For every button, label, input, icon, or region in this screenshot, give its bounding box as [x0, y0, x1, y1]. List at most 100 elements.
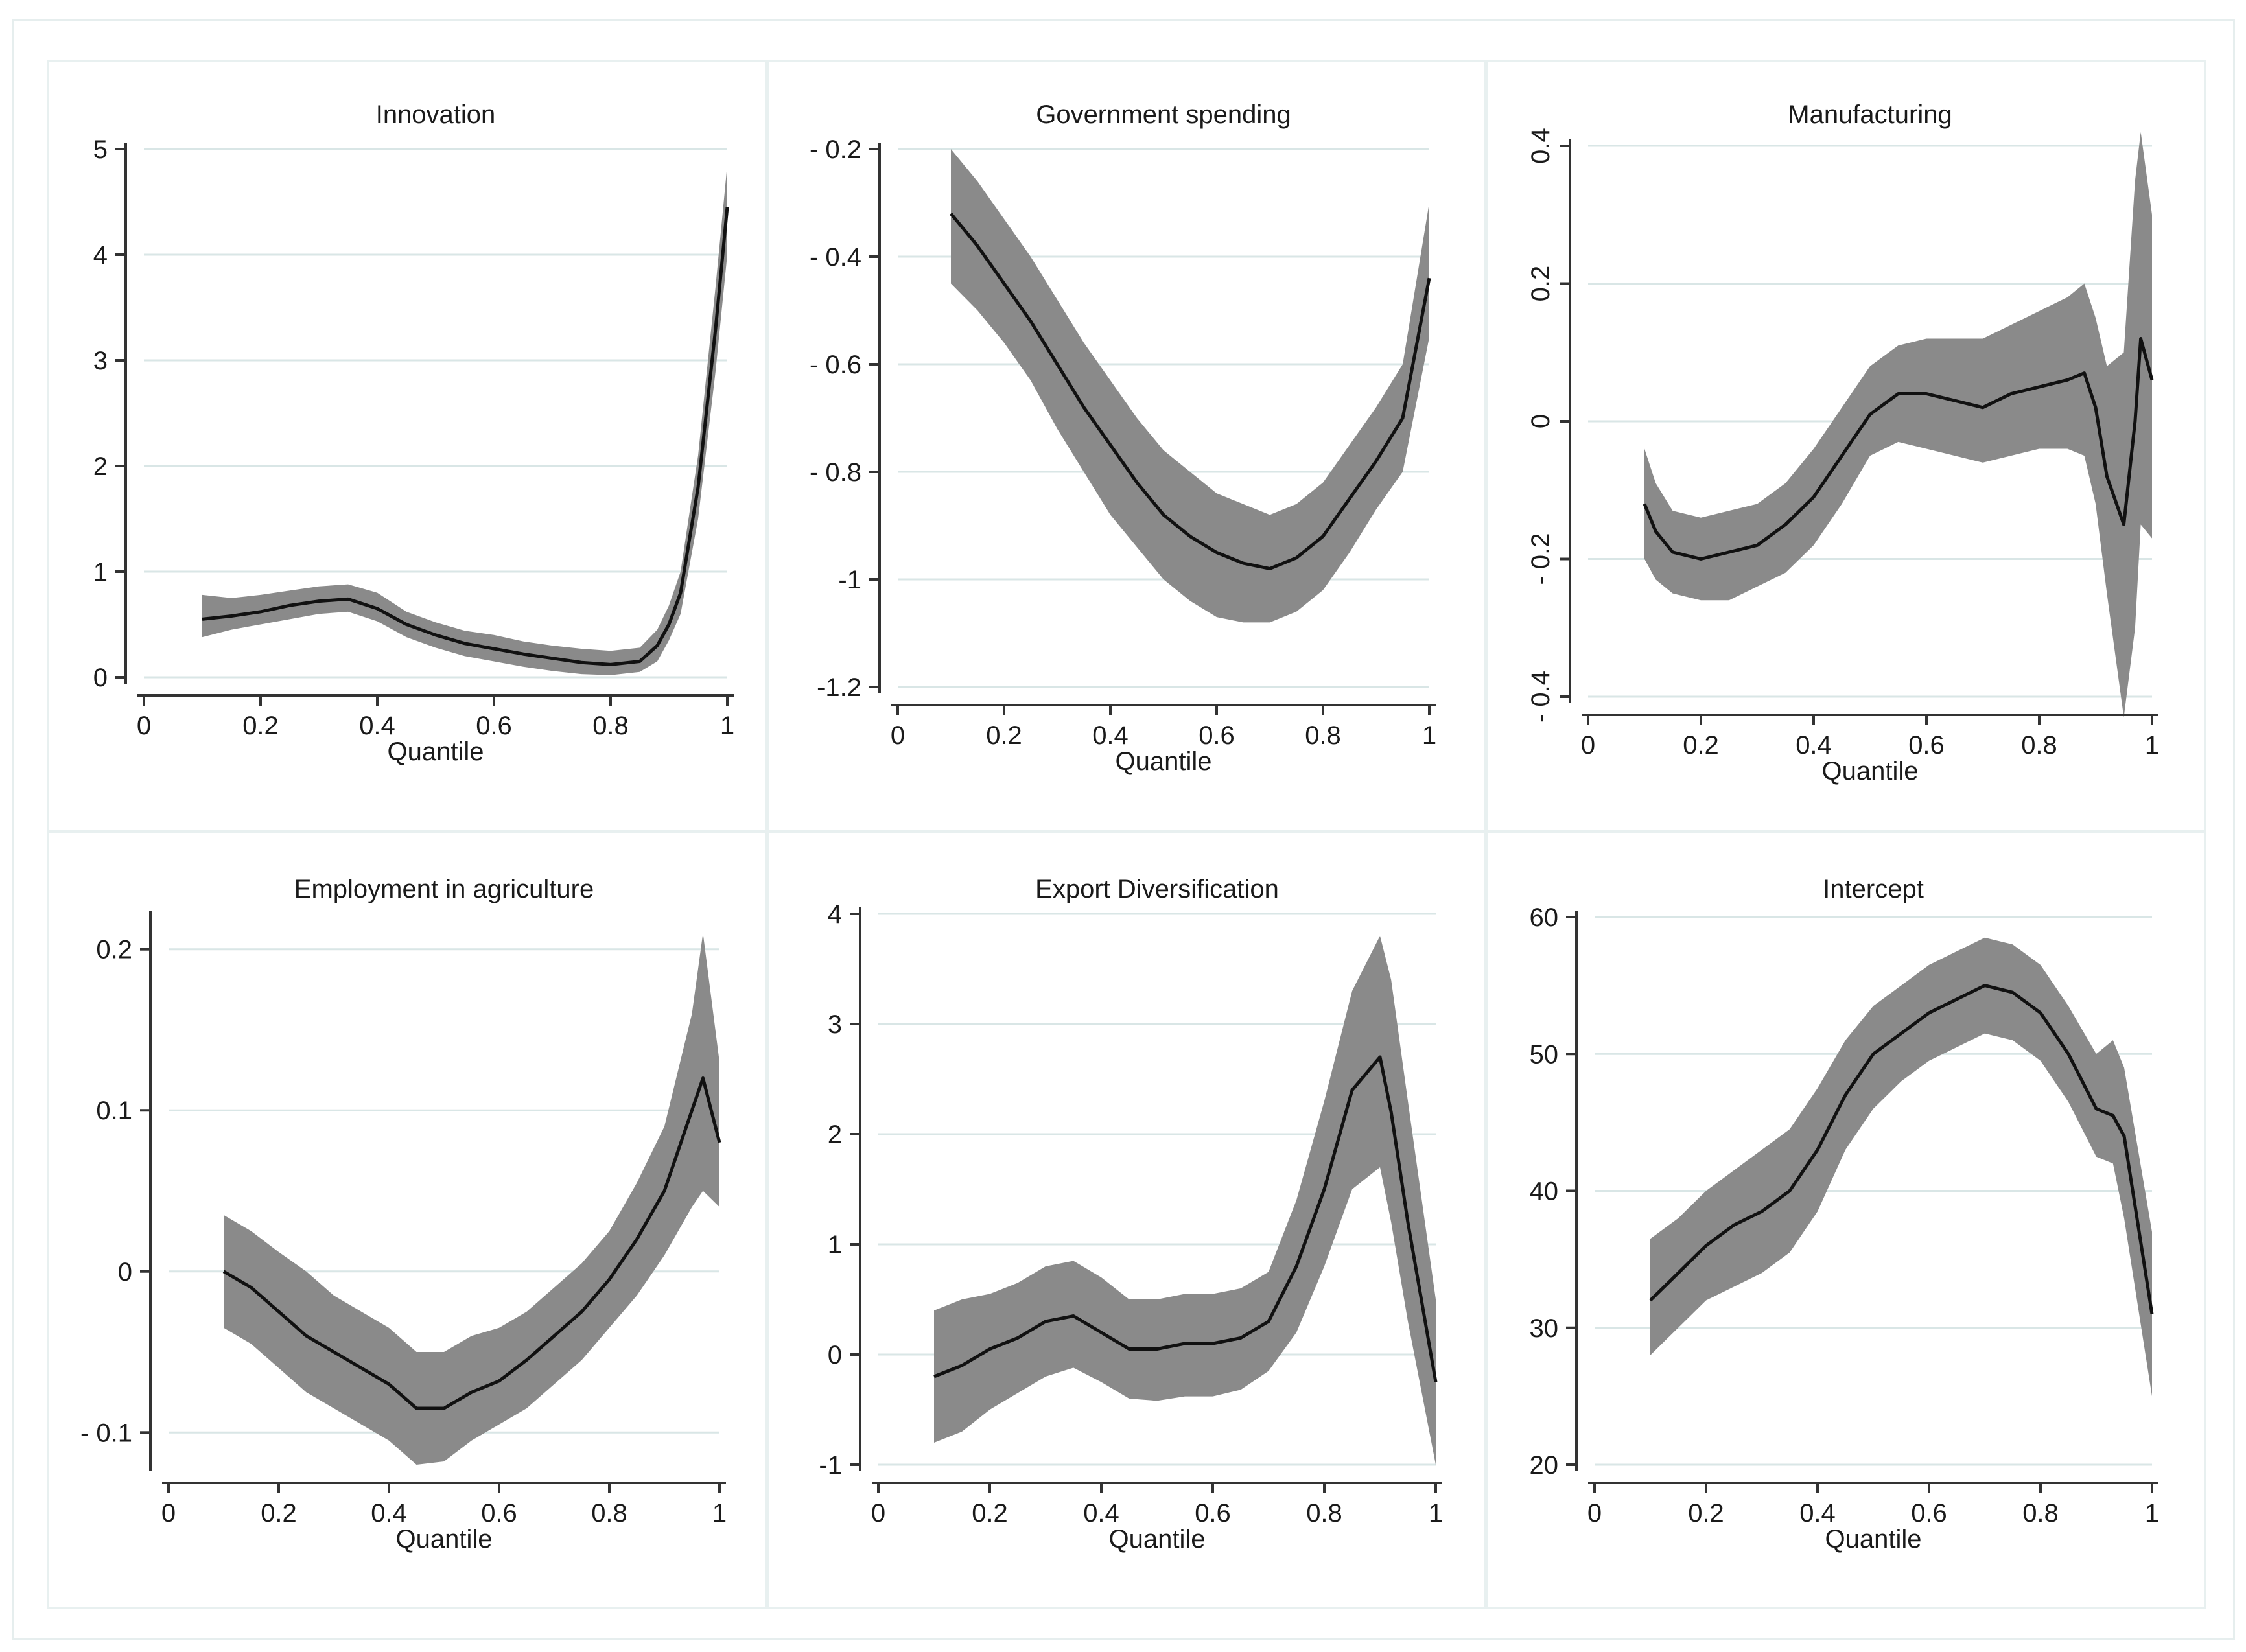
confidence-band — [951, 149, 1429, 623]
x-tick-label: 0.4 — [1799, 1499, 1836, 1528]
y-tick-label: 2 — [828, 1121, 842, 1149]
chart-title: Government spending — [1036, 100, 1291, 129]
y-tick-label: 0 — [1527, 414, 1555, 428]
y-tick-label: - 0.4 — [1527, 671, 1555, 723]
y-tick-label: 4 — [828, 900, 842, 929]
chart-intercept: 20 30 40 50 60 0 0.2 0.4 0.6 0.8 1 Quantile Intercep… — [1530, 875, 2160, 1553]
x-tick-label: 1 — [720, 712, 734, 740]
x-tick-label: 0.4 — [371, 1499, 407, 1528]
y-tick-label: 0 — [118, 1258, 132, 1286]
estimate-line — [933, 1055, 1438, 1382]
x-tick-label: 0.4 — [1796, 731, 1832, 760]
chart-title: Export Diversification — [1035, 875, 1279, 903]
chart-manufacturing: - 0.4 - 0.2 0 0.2 0.4 0 0.2 0.4 0.6 0.8 1 Quantile M… — [1527, 100, 2159, 785]
x-tick-label: 0.6 — [481, 1499, 517, 1528]
chart-title: Intercept — [1823, 875, 1924, 903]
y-tick-label: 3 — [828, 1010, 842, 1039]
y-tick-label: - 0.6 — [810, 351, 861, 379]
estimate-line — [1643, 337, 2154, 561]
x-tick-label: 0.6 — [1911, 1499, 1947, 1528]
x-tick-label: 0.2 — [242, 712, 279, 740]
x-tick-label: 1 — [1429, 1499, 1443, 1528]
y-tick-label: 30 — [1530, 1314, 1559, 1343]
x-tick-label: 0.8 — [2021, 731, 2057, 760]
x-axis-title: Quantile — [1822, 757, 1919, 785]
x-tick-label: 0.2 — [1688, 1499, 1724, 1528]
x-tick-label: 0.8 — [2022, 1499, 2059, 1528]
y-tick-label: 3 — [93, 347, 108, 375]
confidence-band — [1650, 937, 2152, 1397]
x-tick-label: 0 — [137, 712, 151, 740]
x-tick-label: 1 — [2145, 1499, 2159, 1528]
estimate-line — [1649, 984, 2154, 1314]
y-tick-label: -1 — [838, 566, 861, 594]
y-tick-label: -1 — [819, 1451, 842, 1480]
x-tick-label: 0.4 — [1092, 721, 1129, 750]
x-tick-label: 0 — [891, 721, 905, 750]
y-tick-label: - 0.1 — [80, 1419, 132, 1447]
chart-export-diversification: -1 0 1 2 3 4 0 0.2 0.4 0.6 0.8 1 Quantile Export Dive… — [819, 875, 1443, 1553]
y-tick-label: - 0.4 — [810, 243, 861, 272]
confidence-band — [934, 936, 1436, 1465]
estimate-line — [222, 1076, 721, 1410]
panel-intercept-bg — [1486, 832, 2206, 1609]
x-tick-label: 1 — [712, 1499, 727, 1528]
y-tick-label: 60 — [1530, 903, 1559, 932]
x-tick-label: 0.8 — [1306, 1499, 1342, 1528]
estimate-line — [202, 207, 729, 666]
x-tick-label: 0 — [871, 1499, 885, 1528]
y-tick-label: 0.2 — [1527, 266, 1555, 302]
chart-innovation: 0 1 2 3 4 5 0 0.2 0.4 0.6 0.8 1 Quantile Innovation — [93, 100, 734, 766]
x-axis-title: Quantile — [1825, 1525, 1922, 1553]
y-tick-label: 2 — [93, 452, 108, 481]
y-tick-label: 40 — [1530, 1178, 1559, 1206]
x-tick-label: 0.4 — [359, 712, 395, 740]
x-tick-label: 0 — [161, 1499, 176, 1528]
chart-title: Manufacturing — [1788, 100, 1952, 129]
x-tick-label: 0.6 — [1908, 731, 1945, 760]
x-axis-title: Quantile — [388, 738, 484, 766]
confidence-band — [1644, 132, 2152, 717]
chart-title: Employment in agriculture — [294, 875, 594, 903]
x-tick-label: 0.6 — [1195, 1499, 1231, 1528]
estimate-line — [950, 213, 1431, 570]
x-tick-label: 0.8 — [592, 712, 629, 740]
confidence-band — [202, 165, 727, 675]
x-axis-title: Quantile — [1116, 747, 1212, 776]
y-tick-label: 0.1 — [96, 1097, 132, 1125]
panel-innovation-bg — [47, 60, 767, 832]
x-tick-label: 1 — [2145, 731, 2159, 760]
y-tick-label: -1.2 — [817, 673, 861, 702]
y-tick-label: 20 — [1530, 1451, 1559, 1480]
x-axis-title: Quantile — [396, 1525, 493, 1553]
x-tick-label: 0.2 — [972, 1499, 1008, 1528]
y-tick-label: 50 — [1530, 1040, 1559, 1069]
x-tick-label: 0.2 — [261, 1499, 297, 1528]
y-tick-label: 1 — [828, 1231, 842, 1259]
y-tick-label: 4 — [93, 241, 108, 270]
chart-government-spending: -1.2 -1 - 0.8 - 0.6 - 0.4 - 0.2 0 0.2 0.4 0.6 0.8 1… — [810, 100, 1436, 776]
x-tick-label: 0.6 — [476, 712, 512, 740]
y-tick-label: 0 — [93, 664, 108, 692]
y-tick-label: - 0.2 — [810, 135, 861, 164]
y-tick-label: - 0.8 — [810, 458, 861, 487]
chart-title: Innovation — [376, 100, 496, 129]
x-tick-label: 0 — [1581, 731, 1595, 760]
y-tick-label: 0.2 — [96, 936, 132, 964]
confidence-band — [224, 933, 719, 1465]
x-tick-label: 0 — [1587, 1499, 1602, 1528]
x-tick-label: 0.4 — [1083, 1499, 1119, 1528]
y-tick-label: 5 — [93, 135, 108, 164]
x-tick-label: 0.8 — [591, 1499, 627, 1528]
y-tick-label: 0.4 — [1527, 128, 1555, 164]
x-tick-label: 0.2 — [1683, 731, 1719, 760]
y-tick-label: - 0.2 — [1527, 533, 1555, 585]
x-tick-label: 0.8 — [1305, 721, 1341, 750]
x-axis-title: Quantile — [1109, 1525, 1206, 1553]
y-tick-label: 0 — [828, 1341, 842, 1369]
y-tick-label: 1 — [93, 558, 108, 587]
panel-export-diversification-bg — [767, 832, 1486, 1609]
chart-employment-in-agriculture: - 0.1 0 0.1 0.2 0 0.2 0.4 0.6 0.8 1 Quantile Employ… — [80, 875, 727, 1553]
x-tick-label: 1 — [1422, 721, 1436, 750]
